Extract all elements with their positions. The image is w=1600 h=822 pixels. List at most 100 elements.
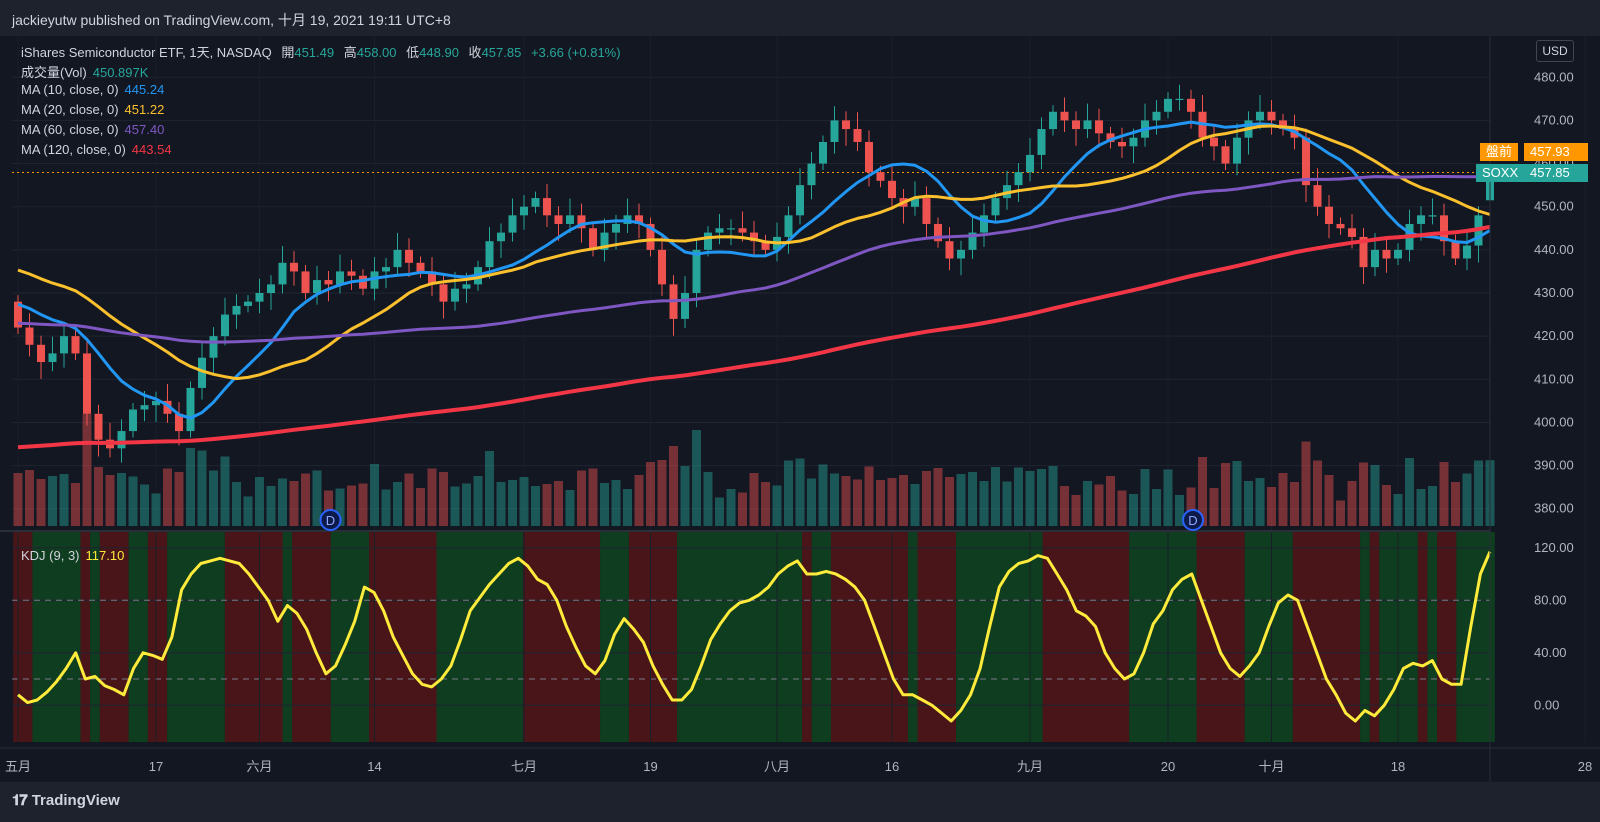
candle-body	[382, 267, 390, 272]
kdj-band	[80, 532, 91, 742]
volume-bar	[82, 414, 92, 526]
candle-body	[497, 232, 505, 242]
kdj-band	[1369, 532, 1380, 742]
volume-bar	[1048, 466, 1058, 526]
volume-bar	[312, 470, 322, 526]
candle-body	[94, 413, 103, 440]
time-tick-label: 18	[1391, 759, 1405, 774]
volume-bar	[933, 468, 943, 526]
candle-body	[1164, 98, 1172, 112]
volume-bar	[841, 476, 851, 526]
volume-bar	[1083, 481, 1092, 526]
volume-bar	[1370, 465, 1380, 526]
time-tick-label: 28	[1578, 759, 1592, 774]
kdj-band	[224, 532, 283, 742]
candle-body	[1348, 228, 1356, 237]
candlesticks[interactable]	[14, 84, 1494, 463]
volume-bar	[830, 473, 839, 526]
kdj-band	[167, 532, 225, 742]
volume-bar	[1451, 482, 1460, 526]
candle-body	[658, 249, 666, 285]
volume-bar	[1129, 494, 1138, 526]
ma120-label: MA (120, close, 0)	[21, 142, 126, 157]
kdj-value: 117.10	[85, 548, 125, 563]
candle-body	[175, 413, 183, 432]
price-tick-label: 430.00	[1534, 285, 1574, 300]
price-tick-label: 470.00	[1534, 112, 1574, 127]
candle-body	[646, 223, 655, 250]
tradingview-logo[interactable]: 𝟏𝟕 TradingView	[12, 792, 120, 809]
volume-bar	[128, 476, 138, 526]
volume-bar	[611, 480, 621, 526]
volume-bar	[140, 484, 149, 526]
grid-lines	[12, 36, 1586, 742]
candle-body	[761, 241, 770, 250]
volume-bar	[1037, 469, 1046, 526]
ma10-label: MA (10, close, 0)	[21, 82, 119, 97]
volume-bar	[1198, 457, 1207, 526]
price-tick-label: 390.00	[1534, 458, 1574, 473]
premarket-tag-value: 457.93	[1524, 143, 1588, 161]
kdj-band	[628, 532, 678, 742]
ma10-legend: MA (10, close, 0) 445.24	[21, 82, 170, 97]
kdj-band	[32, 532, 81, 742]
volume-bar	[335, 488, 345, 526]
ma60-legend: MA (60, close, 0) 457.40	[21, 122, 170, 137]
kdj-band	[147, 532, 168, 742]
volume-bar	[209, 470, 218, 526]
volume-bar	[232, 482, 241, 526]
candle-body	[508, 215, 517, 233]
price-tick-label: 400.00	[1534, 414, 1574, 429]
volume-bar	[220, 456, 230, 526]
candle-body	[347, 271, 356, 276]
volume-bar	[473, 476, 483, 526]
volume-bar	[1094, 484, 1104, 526]
candle-body	[1371, 249, 1379, 268]
price-tick-label: 480.00	[1534, 69, 1574, 84]
volume-bar	[1186, 487, 1196, 526]
volume-bar	[105, 475, 115, 526]
volume-bars	[13, 414, 1495, 526]
volume-bar	[899, 475, 908, 526]
volume-bar	[1405, 458, 1414, 526]
candle-body	[784, 215, 793, 237]
volume-bar	[991, 467, 1000, 526]
ma60-label: MA (60, close, 0)	[21, 122, 119, 137]
candle-body	[957, 249, 965, 259]
kdj-band	[128, 532, 148, 742]
candle-body	[393, 249, 402, 268]
volume-bar	[968, 472, 977, 526]
candle-body	[1394, 249, 1402, 259]
symbol-name: iShares Semiconductor ETF, 1天, NASDAQ	[21, 45, 272, 60]
ma20-value: 451.22	[124, 102, 165, 117]
ma20-legend: MA (20, close, 0) 451.22	[21, 102, 170, 117]
volume-bar	[1336, 500, 1345, 526]
kdj-legend: KDJ (9, 3) 117.10	[21, 548, 130, 563]
volume-bar	[519, 477, 529, 526]
candle-body	[1359, 236, 1368, 268]
symbol-tag-value: 457.85	[1524, 164, 1588, 182]
price-tick-label: 450.00	[1534, 199, 1574, 214]
volume-bar	[1025, 471, 1035, 526]
candle-body	[520, 206, 528, 216]
volume-bar	[163, 468, 172, 526]
candle-body	[25, 327, 34, 345]
price-chart[interactable]: 480.00470.00460.00450.00440.00430.00420.…	[0, 0, 1600, 782]
volume-bar	[853, 479, 862, 526]
candle-body	[1026, 154, 1034, 173]
candle-body	[1440, 215, 1448, 242]
low-value: 448.90	[419, 45, 459, 60]
time-tick-label: 六月	[246, 759, 272, 774]
volume-bar	[646, 462, 655, 526]
volume-bar	[634, 475, 644, 526]
tradingview-logo-icon: 𝟏𝟕	[12, 792, 28, 809]
volume-bar	[151, 493, 161, 526]
kdj-band	[917, 532, 957, 742]
candle-body	[543, 198, 551, 216]
currency-button[interactable]: USD	[1536, 40, 1574, 62]
volume-bar	[1071, 495, 1081, 526]
candle-body	[163, 400, 172, 414]
volume-bar	[1221, 463, 1230, 526]
kdj-line	[17, 551, 1492, 723]
